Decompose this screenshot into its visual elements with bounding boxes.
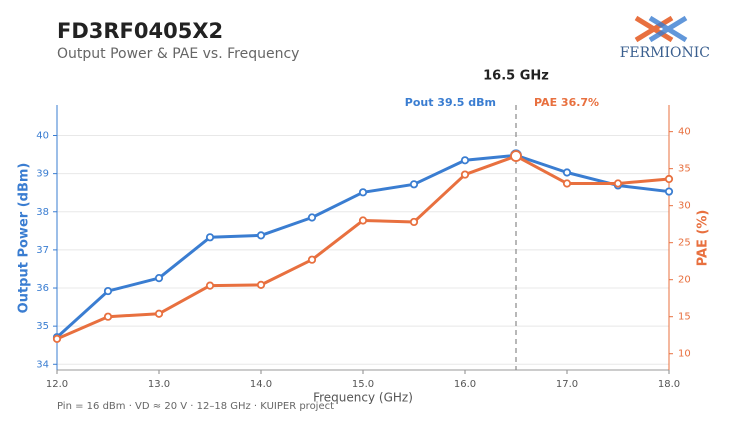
data-point [409,180,419,189]
marker-annotation: PAE 36.7% [534,96,599,109]
data-point [409,217,419,227]
series-line [56,154,670,341]
y-tick-label: 39 [36,169,49,180]
data-point [613,179,623,188]
y-tick-label: 34 [36,359,49,370]
chart-title: FD3RF0405X2 [57,19,223,43]
data-point [52,334,62,344]
data-point [103,286,113,296]
x-tick-label: 16.0 [454,379,476,390]
y2-tick-label: 35 [678,164,691,175]
data-point [256,231,266,240]
data-point [510,150,522,162]
data-point [562,179,572,188]
x-tick-label: 17.0 [556,379,578,390]
chart-subtitle: Output Power & PAE vs. Frequency [57,46,299,62]
marker-label: 16.5 GHz [483,69,549,84]
y2-tick-label: 20 [678,275,691,286]
x-tick-label: 18.0 [658,379,680,390]
y-tick-label: 38 [36,207,49,218]
x-tick-label: 14.0 [250,379,272,390]
x-tick-label: 13.0 [148,379,170,390]
data-point [460,170,470,179]
y2-tick-label: 40 [678,127,691,138]
marker-annotation: Pout 39.5 dBm [405,96,496,109]
x-tick-label: 12.0 [46,379,68,390]
y2-tick-label: 15 [678,312,691,323]
logo-text: FERMIONIC [620,45,710,61]
data-point [205,281,215,290]
data-point [205,233,215,242]
data-point [664,187,674,196]
data-point [154,309,164,318]
data-point [307,255,317,264]
y-tick-label: 37 [36,245,49,256]
data-point [358,216,368,225]
y-axis-label: Output Power (dBm) [17,163,32,314]
data-point [256,280,266,289]
y-tick-label: 36 [36,283,49,294]
y-tick-label: 35 [36,321,49,332]
y2-tick-label: 25 [678,238,691,249]
x-axis-label: Frequency (GHz) [313,391,413,405]
y2-tick-label: 30 [678,201,691,212]
y-tick-label: 40 [36,131,49,142]
data-point [562,168,572,177]
y2-axis-label: PAE (%) [696,210,711,267]
data-point [103,312,113,321]
logo-icon [634,15,688,43]
data-point [460,156,470,165]
y2-tick-label: 10 [678,349,691,360]
data-point [154,274,164,283]
data-point [358,188,368,197]
footnote: Pin = 16 dBm · VD ≈ 20 V · 12–18 GHz · K… [57,401,334,412]
data-point [307,213,317,222]
data-point [664,174,674,184]
x-tick-label: 15.0 [352,379,374,390]
